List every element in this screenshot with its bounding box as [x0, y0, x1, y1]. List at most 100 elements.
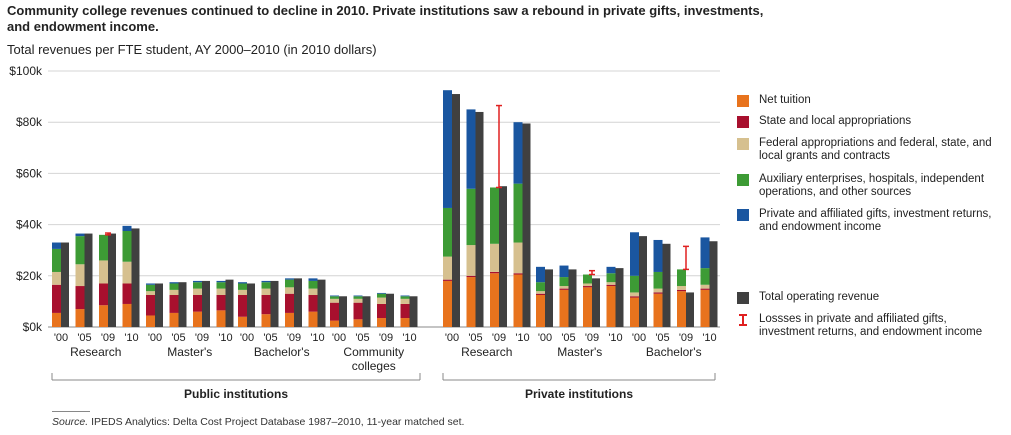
group-label: Bachelor's: [646, 345, 702, 359]
bar-private-gifts: [630, 232, 639, 276]
group-label: Master's: [167, 345, 212, 359]
group-label: Bachelor's: [254, 345, 310, 359]
bar-state-local: [308, 295, 318, 312]
bar-auxiliary: [630, 275, 639, 293]
bar-federal: [122, 261, 132, 284]
bar-auxiliary: [52, 248, 61, 272]
bar-state-local: [193, 295, 202, 312]
bar-net-tuition: [193, 311, 202, 327]
bar-auxiliary: [216, 282, 226, 289]
bar-state-local: [261, 295, 271, 315]
source-text: IPEDS Analytics: Delta Cost Project Data…: [88, 416, 465, 428]
bar-auxiliary: [193, 282, 202, 289]
x-tick-label: '10: [310, 332, 324, 344]
loss-marker-icon: [737, 314, 749, 326]
bar-state-local: [443, 279, 452, 281]
bar-net-tuition: [216, 310, 226, 327]
bar-net-tuition: [700, 289, 710, 327]
x-tick-label: '09: [101, 332, 115, 344]
bar-net-tuition: [653, 293, 663, 327]
bar-federal: [193, 288, 202, 295]
bar-private-gifts: [377, 292, 386, 294]
bar-net-tuition: [330, 320, 339, 327]
bar-auxiliary: [513, 183, 523, 243]
legend-item-net-tuition: Net tuition: [737, 94, 999, 107]
bar-auxiliary: [653, 271, 663, 289]
bar-private-gifts: [122, 225, 132, 231]
bar-private-gifts: [606, 266, 616, 274]
bar-state-local: [466, 275, 476, 278]
bar-federal: [466, 245, 476, 276]
bar-federal: [606, 282, 616, 285]
bar-private-gifts: [466, 109, 476, 189]
bar-total-operating-revenue: [452, 94, 460, 327]
bar-net-tuition: [75, 309, 85, 327]
bar-net-tuition: [169, 312, 179, 327]
bar-total-operating-revenue: [270, 280, 279, 327]
bar-state-local: [513, 273, 523, 275]
bar-auxiliary: [700, 268, 710, 285]
bar-auxiliary: [583, 274, 592, 284]
source-note: Source. IPEDS Analytics: Delta Cost Proj…: [52, 416, 464, 428]
bar-total-operating-revenue: [475, 111, 484, 328]
source-label: Source.: [52, 416, 89, 428]
bar-net-tuition: [353, 319, 363, 327]
bar-net-tuition: [308, 311, 318, 327]
bar-net-tuition: [285, 312, 294, 327]
x-tick-label: '00: [632, 332, 646, 344]
bar-state-local: [75, 286, 85, 310]
group-label: Research: [461, 345, 512, 359]
x-tick-label: '09: [492, 332, 506, 344]
bar-federal: [653, 288, 663, 293]
bar-total-operating-revenue: [499, 186, 507, 327]
bar-state-local: [122, 283, 132, 304]
bar-state-local: [353, 302, 363, 320]
sector-label: Public institutions: [184, 387, 288, 401]
bar-state-local: [536, 293, 545, 295]
bar-federal: [308, 288, 318, 295]
bar-total-operating-revenue: [247, 283, 255, 327]
bar-net-tuition: [238, 316, 247, 327]
legend-item-auxiliary: Auxiliary enterprises, hospitals, indepe…: [737, 173, 999, 199]
x-tick-label: '05: [468, 332, 482, 344]
bar-total-operating-revenue: [202, 280, 210, 327]
legend-label-state-local: State and local appropriations: [759, 115, 912, 127]
bar-auxiliary: [606, 273, 616, 283]
bar-total-operating-revenue: [386, 293, 394, 327]
bar-private-gifts: [400, 295, 410, 297]
bar-state-local: [285, 293, 294, 313]
bar-state-local: [606, 284, 616, 287]
bar-auxiliary: [677, 269, 686, 287]
y-tick-label: $0k: [23, 320, 43, 334]
bar-state-local: [400, 303, 410, 319]
legend-item-state-local: State and local appropriations: [737, 115, 999, 128]
bar-net-tuition: [99, 305, 108, 327]
legend-item-federal: Federal appropriations and federal, stat…: [737, 137, 999, 163]
bar-federal: [700, 284, 710, 289]
bar-total-operating-revenue: [639, 236, 647, 327]
bar-total-operating-revenue: [686, 292, 694, 327]
bar-total-operating-revenue: [84, 233, 93, 327]
bar-federal: [75, 264, 85, 287]
bar-auxiliary: [261, 282, 271, 289]
bar-federal: [238, 289, 247, 295]
x-tick-label: '10: [402, 332, 416, 344]
bar-auxiliary: [490, 187, 499, 244]
bar-federal: [559, 286, 569, 289]
bar-private-gifts: [700, 237, 710, 269]
bar-private-gifts: [353, 295, 363, 297]
bar-private-gifts: [330, 295, 339, 297]
bar-private-gifts: [443, 90, 452, 208]
x-tick-label: '10: [608, 332, 622, 344]
bar-net-tuition: [490, 273, 499, 327]
bar-total-operating-revenue: [108, 233, 116, 327]
bar-federal: [261, 288, 271, 295]
bar-state-local: [99, 283, 108, 306]
bar-federal: [52, 271, 61, 285]
bar-auxiliary: [308, 280, 318, 289]
bar-federal: [536, 291, 545, 294]
bar-net-tuition: [466, 277, 476, 327]
legend-swatch-auxiliary: [737, 174, 749, 186]
x-tick-label: '05: [77, 332, 91, 344]
x-tick-label: '10: [124, 332, 138, 344]
